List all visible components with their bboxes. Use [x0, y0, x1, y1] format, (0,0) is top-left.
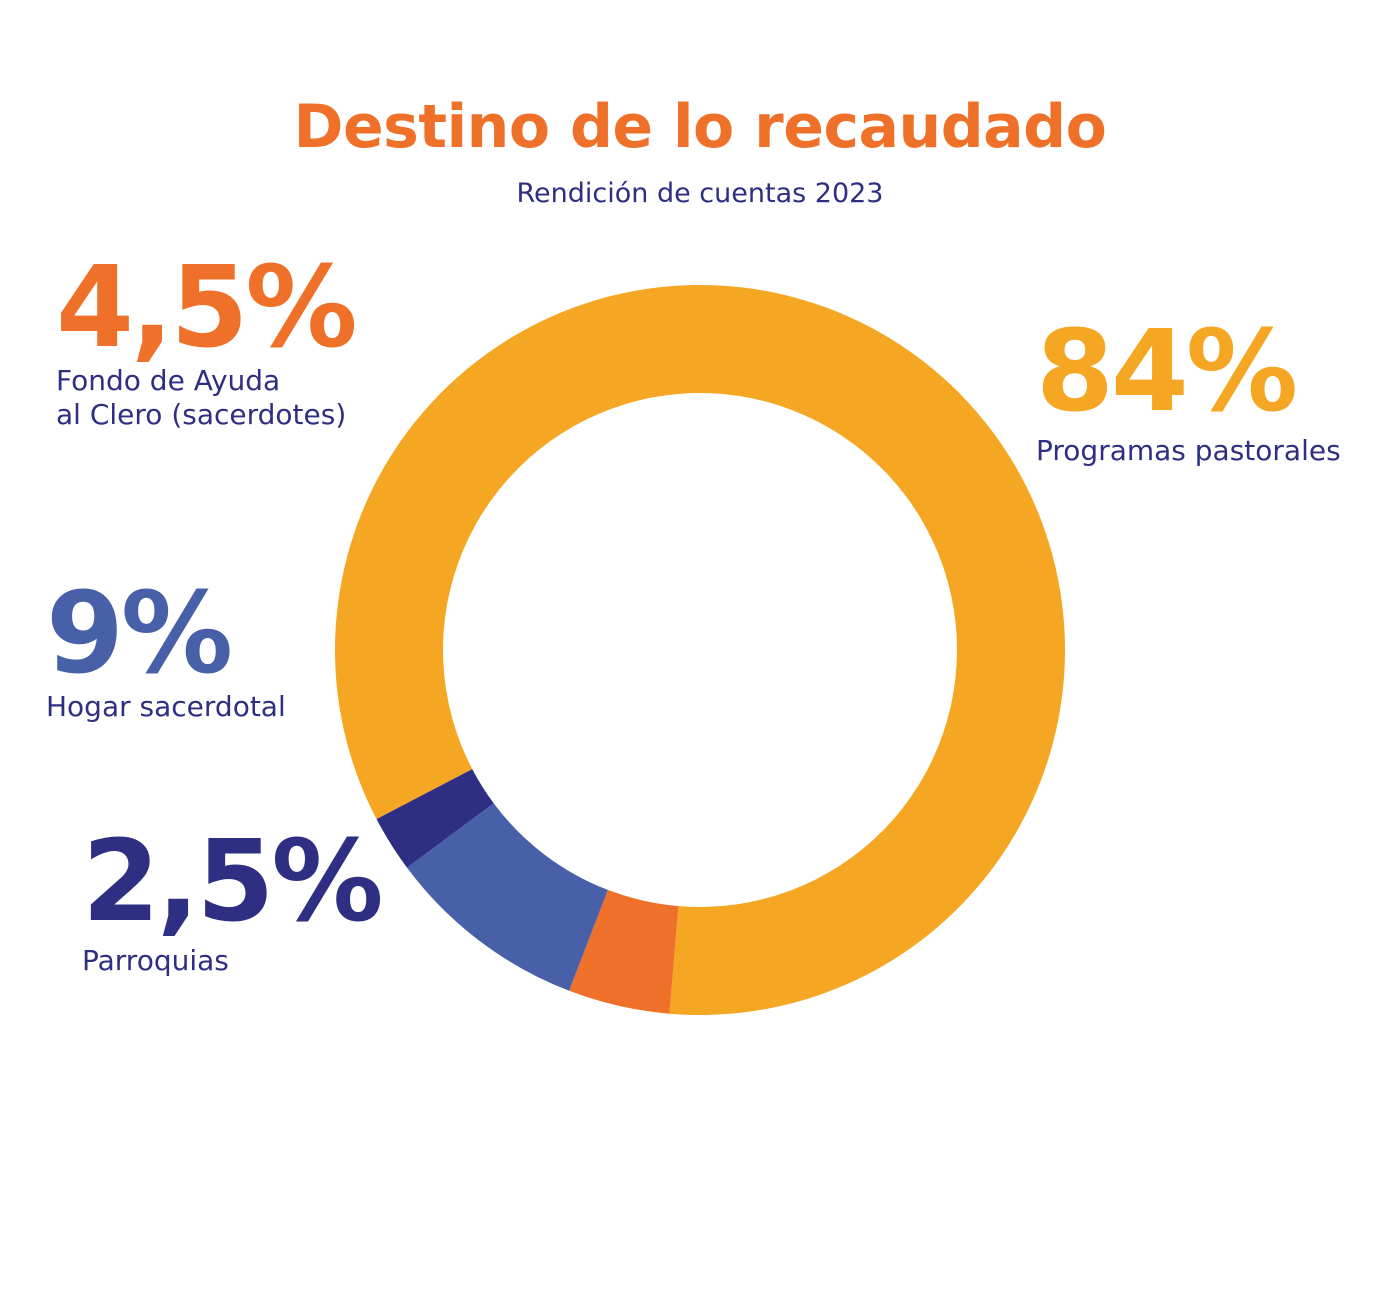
donut-slice-0: [335, 285, 1065, 1015]
value-fondo-ayuda: 4,5%: [56, 243, 358, 373]
donut-slice-2: [406, 803, 608, 991]
label-fondo-ayuda: 4,5% Fondo de Ayuda al Clero (sacerdotes…: [56, 243, 358, 432]
value-programas-pastorales: 84%: [1036, 307, 1298, 437]
chart-subtitle: Rendición de cuentas 2023: [516, 178, 884, 209]
name-programas-pastorales: Programas pastorales: [1036, 434, 1341, 467]
name-fondo-ayuda-line2: al Clero (sacerdotes): [56, 398, 347, 431]
chart-title: Destino de lo recaudado: [293, 92, 1107, 162]
donut-slice-3: [376, 769, 494, 868]
label-programas-pastorales: 84% Programas pastorales: [1036, 316, 1341, 468]
label-parroquias: 2,5% Parroquias: [82, 817, 384, 978]
donut-slice-1: [569, 889, 679, 1014]
name-fondo-ayuda-line1: Fondo de Ayuda: [56, 364, 281, 397]
name-parroquias: Parroquias: [82, 944, 229, 977]
name-hogar-sacerdotal: Hogar sacerdotal: [46, 690, 286, 723]
value-parroquias: 2,5%: [82, 817, 384, 947]
label-hogar-sacerdotal: 9% Hogar sacerdotal: [46, 578, 286, 724]
value-hogar-sacerdotal: 9%: [46, 569, 233, 699]
